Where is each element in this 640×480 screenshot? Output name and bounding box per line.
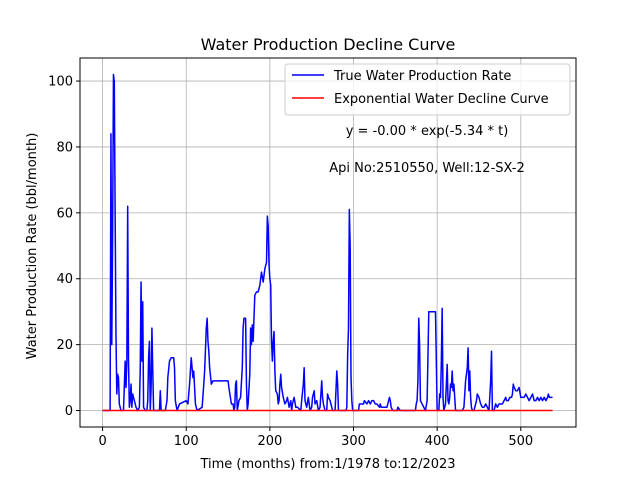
x-tick-label: 0 [98, 434, 106, 449]
y-tick-label: 80 [56, 140, 73, 155]
x-tick-label: 200 [257, 434, 282, 449]
well-annotation: Api No:2510550, Well:12-SX-2 [329, 161, 525, 176]
grid [80, 58, 576, 427]
y-tick-label: 60 [56, 206, 73, 221]
legend-box [284, 63, 571, 116]
x-tick-label: 400 [425, 434, 450, 449]
x-axis-label: Time (months) from:1/1978 to:12/2023 [199, 457, 455, 472]
x-tick-label: 500 [508, 434, 533, 449]
x-tick-label: 100 [174, 434, 199, 449]
y-tick-label: 40 [56, 272, 73, 287]
ticks: 0 100 200 300 400 500 0 20 40 60 80 100 [48, 75, 533, 449]
x-tick-label: 300 [341, 434, 366, 449]
axes-frame [79, 57, 577, 428]
y-axis-label: Water Production Rate (bbl/month) [25, 133, 40, 360]
y-tick-label: 0 [65, 404, 73, 419]
legend: True Water Production Rate Exponential W… [284, 63, 571, 116]
equation-annotation: y = -0.00 * exp(-5.34 * t) [346, 124, 509, 139]
y-tick-label: 100 [48, 75, 73, 90]
legend-label-true-water: True Water Production Rate [333, 69, 511, 84]
legend-label-exponential-decline: Exponential Water Decline Curve [334, 92, 549, 107]
series-layer [102, 73, 553, 412]
chart-title: Water Production Decline Curve [201, 35, 456, 54]
true-water-production-line [102, 73, 553, 412]
y-tick-label: 20 [56, 338, 73, 353]
